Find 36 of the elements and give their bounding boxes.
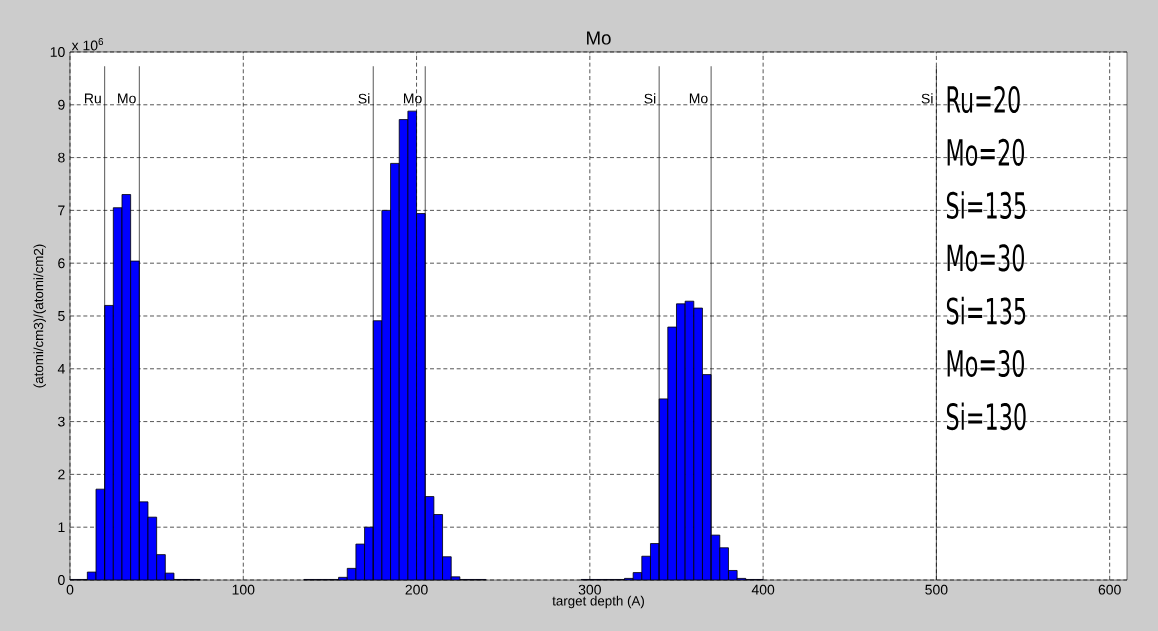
- y-tick-label: 1: [58, 522, 65, 532]
- chart-title: Mo: [587, 31, 611, 45]
- annotation: Mo=30: [947, 349, 1024, 378]
- y-tick-label: 9: [58, 99, 65, 110]
- y-tick-label: 5: [58, 311, 65, 321]
- x-tick-label: 500: [925, 584, 948, 595]
- y-axis-title: (atomi/cm3)/(atomi/cm2): [33, 244, 46, 388]
- annotation: Ru=20: [947, 85, 1020, 114]
- x-tick-label: 400: [751, 584, 775, 595]
- y-tick-label: 4: [57, 363, 65, 374]
- annotation: Mo=30: [947, 244, 1024, 272]
- x-tick-label: 600: [1098, 584, 1121, 595]
- x-axis-title: target depth (A): [552, 595, 644, 609]
- x-tick-label: 200: [405, 584, 428, 595]
- y-tick-label: 3: [58, 416, 65, 427]
- y-tick-label: 10: [50, 47, 65, 57]
- ref-line-label: Si: [358, 93, 370, 104]
- y-tick-label: 0: [58, 575, 65, 585]
- annotation: Si=130: [946, 402, 1026, 431]
- y-tick-label: 7: [58, 205, 65, 216]
- x-tick-label: 100: [232, 584, 255, 595]
- y-tick-label: 8: [58, 152, 65, 163]
- x-tick-label: 0: [66, 584, 74, 595]
- ref-line-label: Mo: [118, 93, 136, 104]
- ref-line-label: Mo: [403, 93, 422, 104]
- y-tick-label: 6: [58, 258, 65, 269]
- annotation: Si=135: [946, 296, 1026, 325]
- ref-line-label: Mo: [689, 93, 708, 104]
- y-tick-label: 2: [58, 469, 65, 480]
- ref-line-label: Ru: [84, 93, 101, 104]
- annotation: Mo=20: [947, 138, 1024, 166]
- ref-line-label: Si: [644, 93, 656, 104]
- text: x 10$^{6}$: [71, 38, 104, 51]
- annotation: Si=135: [946, 191, 1026, 220]
- x-tick-label: 300: [578, 584, 601, 595]
- ref-line-label: Si: [921, 93, 933, 104]
